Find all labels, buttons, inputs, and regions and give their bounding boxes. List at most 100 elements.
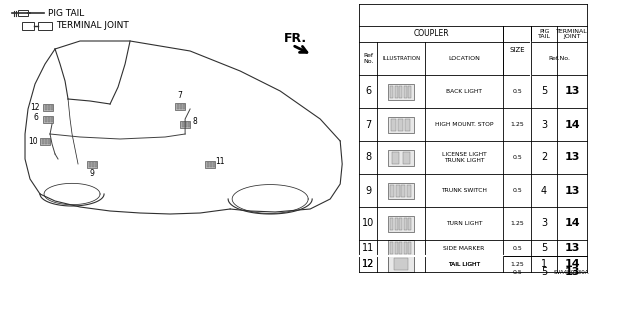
Bar bbox=[388, 240, 414, 256]
Bar bbox=[47, 105, 49, 109]
Bar bbox=[45, 116, 47, 122]
Text: 5: 5 bbox=[541, 243, 547, 253]
Text: SVA4B0730A: SVA4B0730A bbox=[554, 270, 589, 275]
Bar bbox=[212, 161, 214, 167]
Bar bbox=[51, 116, 52, 122]
Text: 12: 12 bbox=[362, 259, 374, 269]
Text: 13: 13 bbox=[564, 243, 580, 253]
Text: PIG TAIL: PIG TAIL bbox=[48, 9, 84, 18]
Bar bbox=[404, 85, 406, 98]
Text: COUPLER: COUPLER bbox=[413, 29, 449, 39]
Text: 9: 9 bbox=[90, 169, 95, 179]
Text: 4: 4 bbox=[541, 186, 547, 196]
Text: TAIL LIGHT: TAIL LIGHT bbox=[448, 262, 480, 266]
Text: 11: 11 bbox=[216, 158, 225, 167]
Bar bbox=[45, 138, 47, 144]
Text: 5: 5 bbox=[541, 267, 547, 277]
Bar bbox=[399, 218, 402, 229]
Text: 0.5: 0.5 bbox=[512, 188, 522, 193]
Text: 0.5: 0.5 bbox=[512, 155, 522, 160]
Bar bbox=[390, 85, 393, 98]
Text: 14: 14 bbox=[564, 259, 580, 269]
Text: 9: 9 bbox=[365, 186, 371, 196]
Bar bbox=[38, 22, 52, 30]
Bar bbox=[182, 122, 184, 127]
Bar bbox=[392, 152, 399, 164]
Text: 1: 1 bbox=[541, 259, 547, 269]
Text: HIGH MOUNT. STOP: HIGH MOUNT. STOP bbox=[435, 122, 493, 127]
Bar bbox=[388, 150, 414, 166]
Bar bbox=[405, 118, 410, 130]
Bar bbox=[395, 85, 397, 98]
Bar bbox=[408, 85, 411, 98]
Text: TERMINAL
JOINT: TERMINAL JOINT bbox=[556, 29, 588, 40]
Text: TRUNK SWITCH: TRUNK SWITCH bbox=[441, 188, 487, 193]
Bar bbox=[47, 138, 49, 144]
Text: 0.5: 0.5 bbox=[512, 246, 522, 250]
Bar bbox=[399, 85, 402, 98]
Bar bbox=[42, 138, 44, 144]
Text: 11: 11 bbox=[362, 243, 374, 253]
Bar bbox=[51, 105, 52, 109]
Text: Ref
No.: Ref No. bbox=[363, 53, 374, 64]
Text: BACK LIGHT: BACK LIGHT bbox=[446, 89, 482, 94]
Bar bbox=[403, 152, 410, 164]
Bar bbox=[395, 218, 397, 229]
Bar bbox=[43, 115, 53, 122]
Bar bbox=[47, 116, 49, 122]
Text: LICENSE LIGHT
TRUNK LIGHT: LICENSE LIGHT TRUNK LIGHT bbox=[442, 152, 486, 163]
Bar bbox=[394, 258, 408, 270]
Bar bbox=[404, 242, 406, 254]
Text: 3: 3 bbox=[541, 120, 547, 130]
Bar bbox=[390, 242, 393, 254]
Bar bbox=[388, 216, 414, 232]
Bar bbox=[399, 242, 402, 254]
Bar bbox=[388, 116, 414, 132]
Text: 7: 7 bbox=[365, 120, 371, 130]
Text: 12: 12 bbox=[30, 102, 40, 112]
Bar bbox=[210, 161, 212, 167]
Text: 0.5: 0.5 bbox=[512, 270, 522, 275]
Bar bbox=[180, 103, 182, 108]
Text: LOCATION: LOCATION bbox=[448, 56, 480, 61]
Text: 14: 14 bbox=[564, 120, 580, 130]
Bar bbox=[87, 160, 97, 167]
Bar bbox=[88, 161, 90, 167]
Text: ILLUSTRATION: ILLUSTRATION bbox=[382, 56, 420, 61]
Text: 7: 7 bbox=[178, 92, 182, 100]
Text: 6: 6 bbox=[33, 113, 38, 122]
Bar bbox=[188, 122, 189, 127]
Text: 13: 13 bbox=[564, 186, 580, 196]
Bar bbox=[396, 184, 399, 197]
Text: 3: 3 bbox=[541, 219, 547, 228]
Text: 13: 13 bbox=[564, 267, 580, 277]
Bar bbox=[408, 242, 411, 254]
Bar bbox=[398, 118, 403, 130]
Text: SIZE: SIZE bbox=[509, 48, 525, 54]
Bar bbox=[207, 161, 209, 167]
Bar bbox=[395, 242, 397, 254]
Text: 12: 12 bbox=[362, 259, 374, 269]
Bar bbox=[388, 256, 414, 272]
Text: 14: 14 bbox=[564, 219, 580, 228]
Bar bbox=[184, 122, 187, 127]
Bar bbox=[408, 218, 411, 229]
Bar bbox=[390, 184, 394, 197]
Bar bbox=[175, 102, 185, 109]
Text: 13: 13 bbox=[564, 86, 580, 97]
Text: 6: 6 bbox=[365, 86, 371, 97]
Bar bbox=[177, 103, 179, 108]
Text: SIDE MARKER: SIDE MARKER bbox=[444, 246, 485, 250]
Bar bbox=[92, 161, 93, 167]
Text: 1.25: 1.25 bbox=[510, 262, 524, 266]
Bar bbox=[182, 103, 184, 108]
Bar bbox=[394, 258, 408, 270]
Bar bbox=[45, 105, 47, 109]
Text: 1.25: 1.25 bbox=[510, 122, 524, 127]
Bar bbox=[95, 161, 97, 167]
Text: 5: 5 bbox=[541, 86, 547, 97]
Text: 1.25: 1.25 bbox=[510, 221, 524, 226]
Bar bbox=[391, 118, 396, 130]
Bar bbox=[406, 184, 411, 197]
Text: Ref.No.: Ref.No. bbox=[548, 56, 570, 61]
